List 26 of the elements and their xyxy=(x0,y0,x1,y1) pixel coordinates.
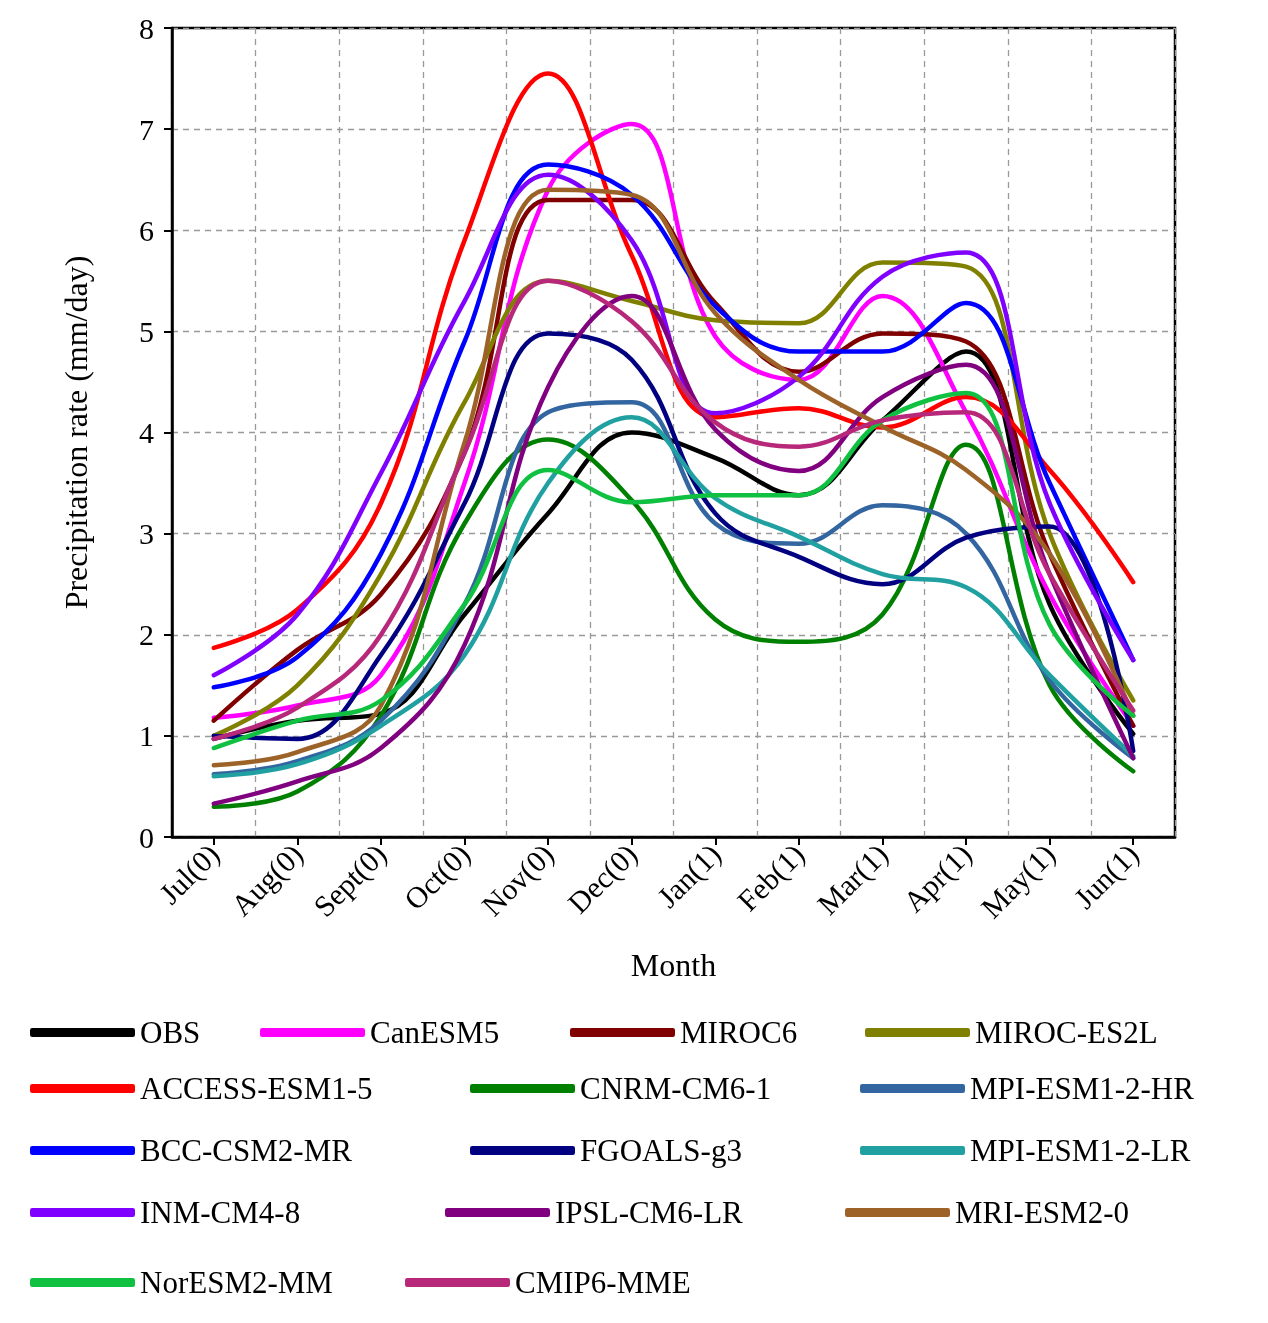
y-tick-label: 3 xyxy=(139,517,154,551)
legend-label: CanESM5 xyxy=(370,1015,500,1050)
legend-label: IPSL-CM6-LR xyxy=(555,1195,744,1230)
legend-label: INM-CM4-8 xyxy=(140,1195,301,1230)
legend-label: MRI-ESM2-0 xyxy=(955,1195,1129,1230)
legend-label: FGOALS-g3 xyxy=(580,1133,742,1168)
legend-label: MIROC-ES2L xyxy=(975,1015,1158,1050)
y-tick-label: 2 xyxy=(139,618,154,652)
x-axis-title: Month xyxy=(630,947,717,983)
y-axis-title: Precipitation rate (mm/day) xyxy=(58,255,94,610)
legend-label: MIROC6 xyxy=(680,1015,798,1050)
legend-label: CNRM-CM6-1 xyxy=(580,1071,772,1106)
y-tick-label: 4 xyxy=(139,416,154,449)
legend-label: MPI-ESM1-2-LR xyxy=(970,1133,1191,1168)
y-tick-label: 7 xyxy=(139,112,154,146)
y-tick-label: 6 xyxy=(139,213,154,247)
legend-label: MPI-ESM1-2-HR xyxy=(970,1071,1195,1106)
y-tick-label: 0 xyxy=(139,820,154,854)
y-tick-label: 5 xyxy=(139,314,154,348)
y-tick-label: 1 xyxy=(139,719,154,753)
legend-label: CMIP6-MME xyxy=(515,1265,691,1300)
y-tick-label: 8 xyxy=(139,11,154,45)
legend-label: ACCESS-ESM1-5 xyxy=(140,1071,373,1106)
legend-label: NorESM2-MM xyxy=(140,1265,333,1300)
legend-label: OBS xyxy=(140,1015,201,1050)
legend-label: BCC-CSM2-MR xyxy=(140,1133,353,1168)
